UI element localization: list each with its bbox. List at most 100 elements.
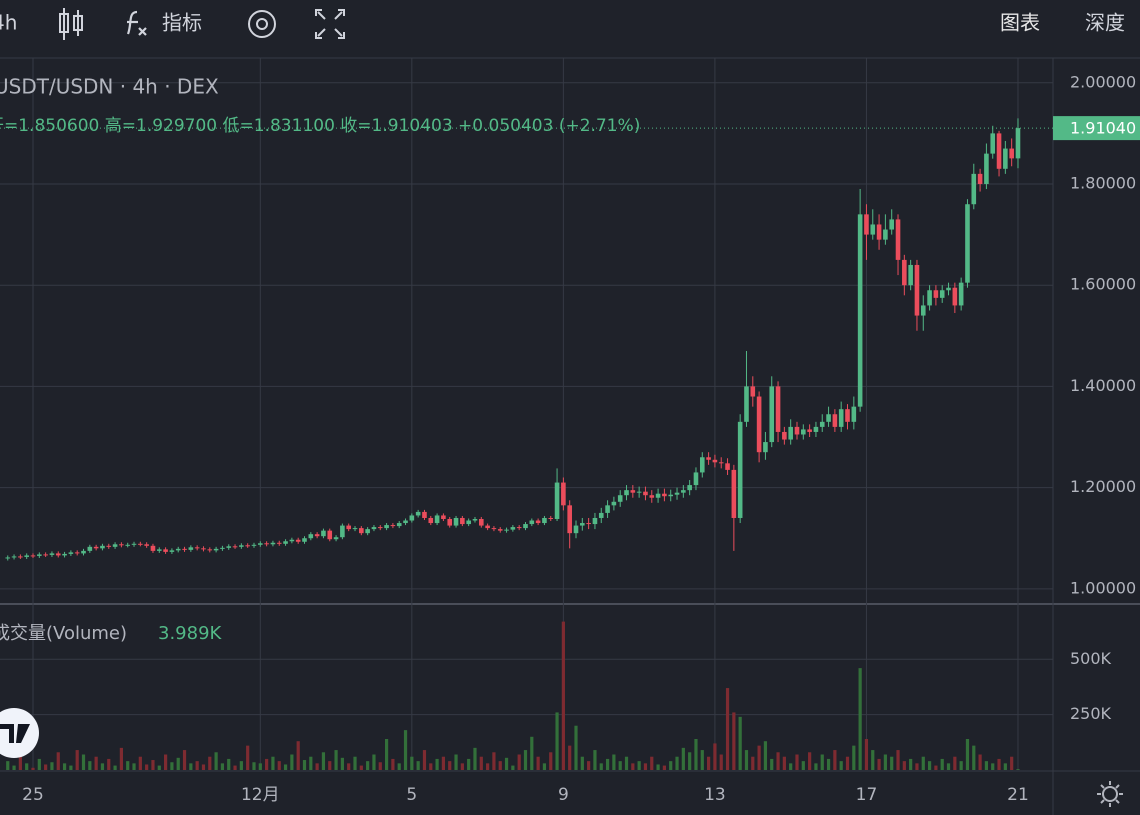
volume-bar: [176, 757, 180, 770]
volume-bar: [246, 745, 250, 770]
candle-body: [782, 431, 787, 440]
candle-body: [668, 494, 674, 497]
candle-body: [914, 264, 920, 316]
volume-bar: [182, 750, 187, 770]
labels: USDT/USDN · 4h · DEX 开=1.850600 高=1.9297…: [0, 72, 1136, 805]
candle-body: [920, 305, 926, 316]
volume-bar: [997, 758, 1001, 770]
y-tick-label: 1.20000: [1070, 477, 1136, 496]
fullscreen-button[interactable]: [315, 9, 345, 39]
volume-bar: [839, 761, 843, 770]
candle-body: [674, 492, 680, 495]
volume-bar: [347, 763, 351, 770]
candle-body: [81, 550, 86, 554]
settings-button[interactable]: [248, 10, 276, 38]
volume-bar: [189, 763, 193, 770]
volume-bar: [902, 761, 906, 770]
y-tick-label: 1.80000: [1070, 173, 1136, 192]
candle-body: [643, 491, 648, 496]
volume-bar: [643, 763, 648, 770]
candle-body: [617, 495, 623, 502]
x-tick-label: 9: [558, 785, 569, 805]
grid: [0, 58, 1053, 770]
volume-bar: [688, 752, 692, 770]
volume-bar: [290, 754, 294, 770]
volume-bar: [366, 761, 370, 770]
candle-body: [371, 527, 377, 530]
volume-bar: [972, 745, 976, 770]
volume-bar: [561, 621, 565, 770]
candle-body: [523, 524, 528, 529]
candle-body: [321, 530, 326, 537]
volume-bar: [492, 752, 496, 770]
candle-body: [535, 520, 541, 524]
candle-body: [295, 539, 301, 542]
candle-body: [933, 290, 939, 298]
volume-bar: [62, 763, 67, 770]
chart-type-button[interactable]: [59, 8, 83, 40]
volume-bar: [100, 763, 105, 770]
volume-bar: [808, 752, 812, 770]
volume-bar: [763, 741, 768, 770]
volume-bar: [959, 761, 963, 770]
volume-bar: [486, 763, 490, 770]
candle-body: [207, 549, 213, 551]
candle-body: [864, 214, 869, 235]
candle-body: [201, 548, 206, 550]
volume-bar: [921, 756, 925, 770]
candle-body: [232, 546, 238, 548]
volume-bar: [681, 747, 685, 770]
candle-body: [958, 282, 964, 306]
interval-button[interactable]: 4h: [0, 11, 17, 35]
candle-body: [845, 409, 850, 422]
candle-body: [857, 214, 863, 407]
volume-bar: [416, 761, 420, 770]
y-tick-label: 2.00000: [1070, 72, 1136, 91]
x-tick-label: 12月: [241, 785, 280, 805]
chart-tab[interactable]: 图表: [1000, 11, 1040, 35]
axis-settings-button[interactable]: [1097, 781, 1123, 807]
candle-body: [813, 426, 819, 432]
candle-body: [971, 173, 977, 205]
candle-body: [333, 537, 339, 540]
candle-body: [908, 264, 913, 286]
candle-body: [396, 523, 402, 527]
candle-body: [409, 515, 415, 521]
candle-body: [567, 505, 572, 534]
candle-body: [138, 543, 143, 545]
volume-bar: [359, 765, 363, 770]
volume-bar: [536, 756, 540, 770]
y-tick-label: 1.40000: [1070, 376, 1136, 395]
candle-body: [150, 545, 156, 551]
candle-body: [662, 493, 667, 497]
candle-body: [182, 548, 187, 550]
volume-bar: [669, 761, 673, 770]
volume-bar: [429, 763, 433, 770]
y-tick-label: 1.60000: [1070, 275, 1136, 294]
indicator-icon[interactable]: [126, 10, 147, 36]
candle-body: [1003, 148, 1008, 169]
volume-bar: [132, 763, 136, 770]
volume-bar: [593, 750, 597, 770]
volume-bar: [397, 763, 401, 770]
volume-bar: [454, 754, 458, 770]
volume-bar: [31, 767, 35, 770]
depth-tab[interactable]: 深度: [1085, 11, 1125, 35]
candle-body: [681, 490, 686, 493]
candle-body: [169, 550, 175, 552]
candle-body: [163, 549, 168, 552]
candle-body: [11, 556, 17, 558]
candle-body: [441, 515, 446, 519]
volume-bar: [820, 754, 824, 770]
volume-bar: [271, 756, 275, 770]
candle-body: [49, 553, 55, 555]
volume-bar: [833, 750, 837, 770]
volume-bar: [302, 760, 307, 770]
candle-body: [384, 525, 389, 529]
x-tick-label: 17: [856, 785, 878, 805]
volume-bar: [69, 765, 73, 770]
logo: [0, 708, 39, 758]
indicators-button[interactable]: 指标: [162, 11, 202, 35]
volume-bar: [694, 738, 698, 770]
